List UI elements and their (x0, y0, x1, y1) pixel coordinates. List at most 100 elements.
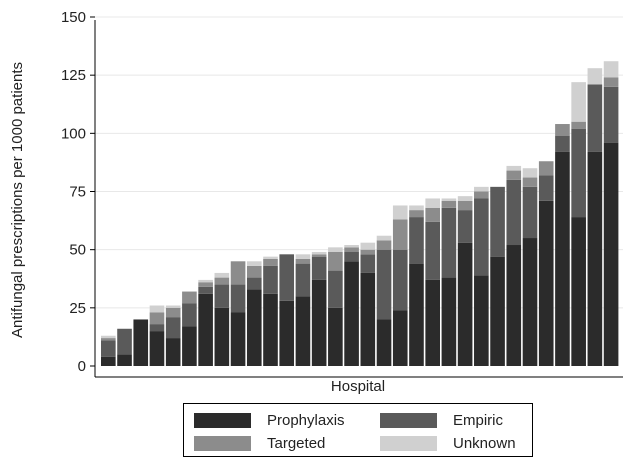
bar-segment-prophylaxis (311, 279, 327, 366)
bar-segment-targeted (182, 291, 197, 304)
bar-segment-prophylaxis (230, 312, 246, 366)
bar-segment-empiric (409, 217, 424, 264)
bar-segment-targeted (457, 200, 473, 211)
bar-segment-targeted (311, 254, 327, 257)
bar-segment-prophylaxis (538, 200, 554, 366)
bar-segment-empiric (376, 249, 392, 320)
bar-segment-targeted (506, 170, 522, 180)
bar-segment-empiric (360, 254, 376, 273)
bar-segment-unknown (457, 196, 473, 201)
y-tick-label: 100 (61, 125, 86, 142)
legend-label-empiric: Empiric (453, 411, 504, 429)
bar-segment-prophylaxis (409, 263, 424, 366)
bar-segment-targeted (101, 338, 116, 341)
bar-segment-unknown (165, 305, 181, 308)
bar-segment-unknown (214, 272, 230, 278)
bar-segment-targeted (474, 191, 489, 199)
bar-segment-prophylaxis (587, 151, 603, 366)
bar-segment-empiric (587, 84, 603, 152)
bar-segment-targeted (603, 77, 619, 87)
bar-segment-unknown (571, 82, 586, 122)
bar-segment-targeted (376, 240, 392, 250)
bar-segment-prophylaxis (133, 319, 149, 366)
bar-segment-targeted (165, 307, 181, 318)
bar-segment-unknown (506, 165, 522, 171)
x-axis-label: Hospital (331, 378, 385, 395)
y-tick-label: 50 (69, 242, 86, 259)
bar-segment-empiric (457, 210, 473, 243)
bar-segment-prophylaxis (344, 261, 359, 366)
bar-segment-prophylaxis (506, 245, 522, 366)
bar-segment-unknown (587, 68, 603, 85)
bar-segment-empiric (474, 198, 489, 276)
bar-segment-unknown (246, 261, 262, 266)
bar-segment-empiric (344, 251, 359, 262)
y-tick-label: 25 (69, 300, 86, 317)
bar-segment-unknown (101, 335, 116, 339)
bar-segment-prophylaxis (571, 217, 586, 366)
bar-segment-prophylaxis (279, 300, 295, 366)
bar-segment-empiric (246, 277, 262, 290)
bar-segment-targeted (555, 124, 570, 136)
y-tick-label: 75 (69, 184, 86, 201)
legend-item-empiric: Empiric (380, 410, 503, 430)
bar-segment-unknown (522, 168, 538, 178)
bar-segment-unknown (360, 242, 376, 250)
bar-segment-prophylaxis (246, 289, 262, 366)
bar-segment-unknown (425, 198, 440, 208)
legend-swatch-unknown (380, 435, 437, 451)
bar-segment-targeted (198, 282, 213, 287)
bar-segment-empiric (117, 328, 132, 355)
bar-segment-targeted (230, 261, 246, 285)
bar-segment-prophylaxis (165, 338, 181, 366)
bar-segment-empiric (603, 86, 619, 143)
bar-segment-prophylaxis (182, 326, 197, 366)
bar-segment-prophylaxis (198, 293, 213, 366)
bar-segment-targeted (409, 210, 424, 218)
bar-segment-targeted (263, 258, 278, 266)
bar-segment-empiric (328, 270, 343, 308)
bar-segment-empiric (441, 207, 457, 278)
bar-segment-targeted (441, 200, 457, 208)
bar-segment-unknown (295, 254, 311, 259)
bar-segment-empiric (182, 303, 197, 327)
bar-segment-empiric (149, 324, 165, 332)
bar-segment-targeted (522, 177, 538, 187)
bar-segment-targeted (344, 247, 359, 252)
legend: Prophylaxis Empiric Targeted Unknown (183, 403, 533, 457)
bar-segment-targeted (246, 265, 262, 278)
bar-segment-prophylaxis (263, 293, 278, 366)
y-tick-label: 150 (61, 9, 86, 26)
bar-segment-prophylaxis (441, 277, 457, 366)
bar-segment-empiric (279, 254, 295, 301)
bar-segment-targeted (295, 258, 311, 264)
bar-segment-unknown (311, 251, 327, 255)
bar-segment-unknown (328, 247, 343, 252)
bar-segment-empiric (555, 135, 570, 152)
bar-segment-prophylaxis (101, 356, 116, 366)
legend-label-targeted: Targeted (267, 434, 326, 452)
bar-segment-prophylaxis (457, 242, 473, 366)
bar-segment-unknown (409, 205, 424, 211)
bar-segment-prophylaxis (603, 142, 619, 366)
bar-segment-prophylaxis (360, 272, 376, 366)
bar-segment-unknown (376, 235, 392, 241)
bar-segment-prophylaxis (214, 307, 230, 366)
bar-segment-prophylaxis (555, 151, 570, 366)
bar-segment-empiric (101, 340, 116, 357)
bars (101, 61, 619, 366)
bar-segment-prophylaxis (328, 307, 343, 366)
legend-label-prophylaxis: Prophylaxis (267, 411, 345, 429)
bar-segment-unknown (474, 186, 489, 192)
bar-segment-targeted (360, 249, 376, 255)
bar-segment-unknown (149, 305, 165, 313)
y-tick-label: 0 (78, 358, 86, 375)
bar-segment-prophylaxis (149, 331, 165, 366)
bar-segment-empiric (506, 179, 522, 246)
bar-segment-prophylaxis (117, 354, 132, 366)
bar-segment-targeted (538, 161, 554, 176)
bar-segment-unknown (263, 256, 278, 259)
bar-segment-empiric (490, 186, 505, 257)
bar-segment-unknown (603, 61, 619, 78)
bar-segment-empiric (571, 128, 586, 218)
